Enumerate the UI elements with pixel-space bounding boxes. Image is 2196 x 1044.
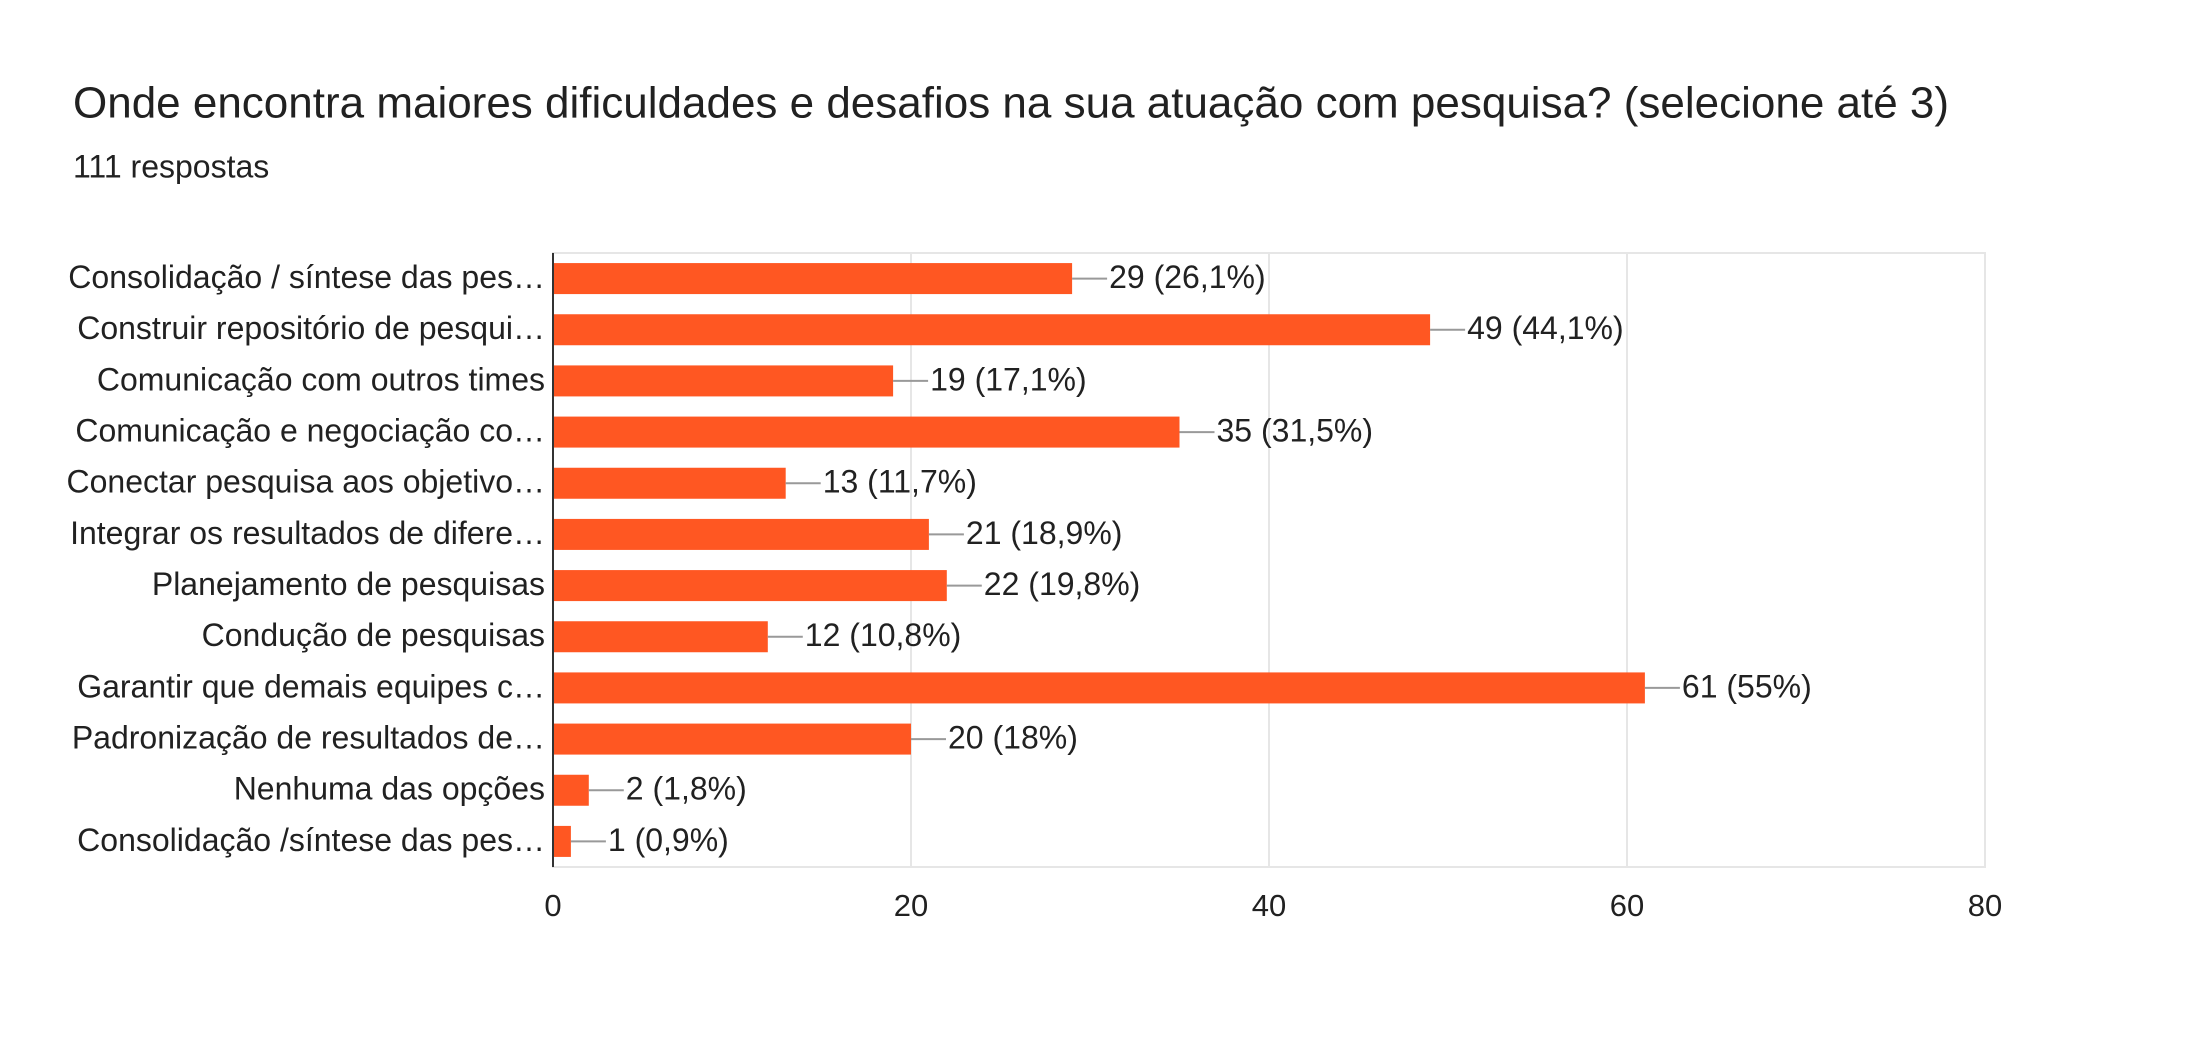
- x-tick-label: 80: [1968, 888, 2002, 923]
- bar: [553, 467, 786, 499]
- x-tick-label: 0: [544, 888, 561, 923]
- y-tick-label: Consolidação /síntese das pes…: [77, 822, 545, 858]
- chart-title: Onde encontra maiores dificuldades e des…: [73, 79, 1949, 128]
- bar: [553, 263, 1073, 295]
- bar: [553, 518, 929, 550]
- bar: [553, 314, 1431, 346]
- y-tick-label: Conectar pesquisa aos objetivo…: [67, 464, 546, 500]
- data-label: 29 (26,1%): [1109, 259, 1266, 295]
- data-label: 13 (11,7%): [823, 464, 977, 500]
- data-label: 20 (18%): [948, 720, 1078, 756]
- data-label: 12 (10,8%): [805, 617, 962, 653]
- bar: [553, 672, 1645, 704]
- data-label: 19 (17,1%): [930, 361, 1087, 397]
- data-label: 61 (55%): [1682, 668, 1812, 704]
- bar: [553, 774, 589, 806]
- chart-subtitle: 111 respostas: [73, 148, 269, 184]
- bar: [553, 825, 571, 857]
- y-tick-label: Padronização de resultados de…: [72, 720, 545, 756]
- data-label: 21 (18,9%): [966, 515, 1123, 551]
- y-tick-label: Nenhuma das opções: [234, 771, 545, 807]
- data-label: 49 (44,1%): [1467, 310, 1624, 346]
- y-tick-label: Construir repositório de pesqui…: [77, 310, 545, 346]
- data-label: 1 (0,9%): [608, 822, 729, 858]
- data-label: 2 (1,8%): [626, 771, 747, 807]
- y-tick-label: Comunicação com outros times: [97, 361, 545, 397]
- data-label: 22 (19,8%): [984, 566, 1141, 602]
- y-tick-label: Garantir que demais equipes c…: [77, 668, 545, 704]
- x-tick-label: 20: [894, 888, 928, 923]
- bar: [553, 570, 947, 602]
- bar: [553, 416, 1180, 448]
- x-tick-label: 40: [1252, 888, 1286, 923]
- y-tick-label: Integrar os resultados de difere…: [70, 515, 545, 551]
- data-label: 35 (31,5%): [1217, 413, 1374, 449]
- x-tick-label: 60: [1610, 888, 1644, 923]
- y-tick-label: Consolidação / síntese das pes…: [68, 259, 545, 295]
- y-tick-label: Comunicação e negociação co…: [75, 413, 545, 449]
- bar: [553, 723, 911, 755]
- y-tick-label: Condução de pesquisas: [202, 617, 545, 653]
- bar: [553, 365, 894, 397]
- y-tick-label: Planejamento de pesquisas: [152, 566, 545, 602]
- bar: [553, 621, 768, 653]
